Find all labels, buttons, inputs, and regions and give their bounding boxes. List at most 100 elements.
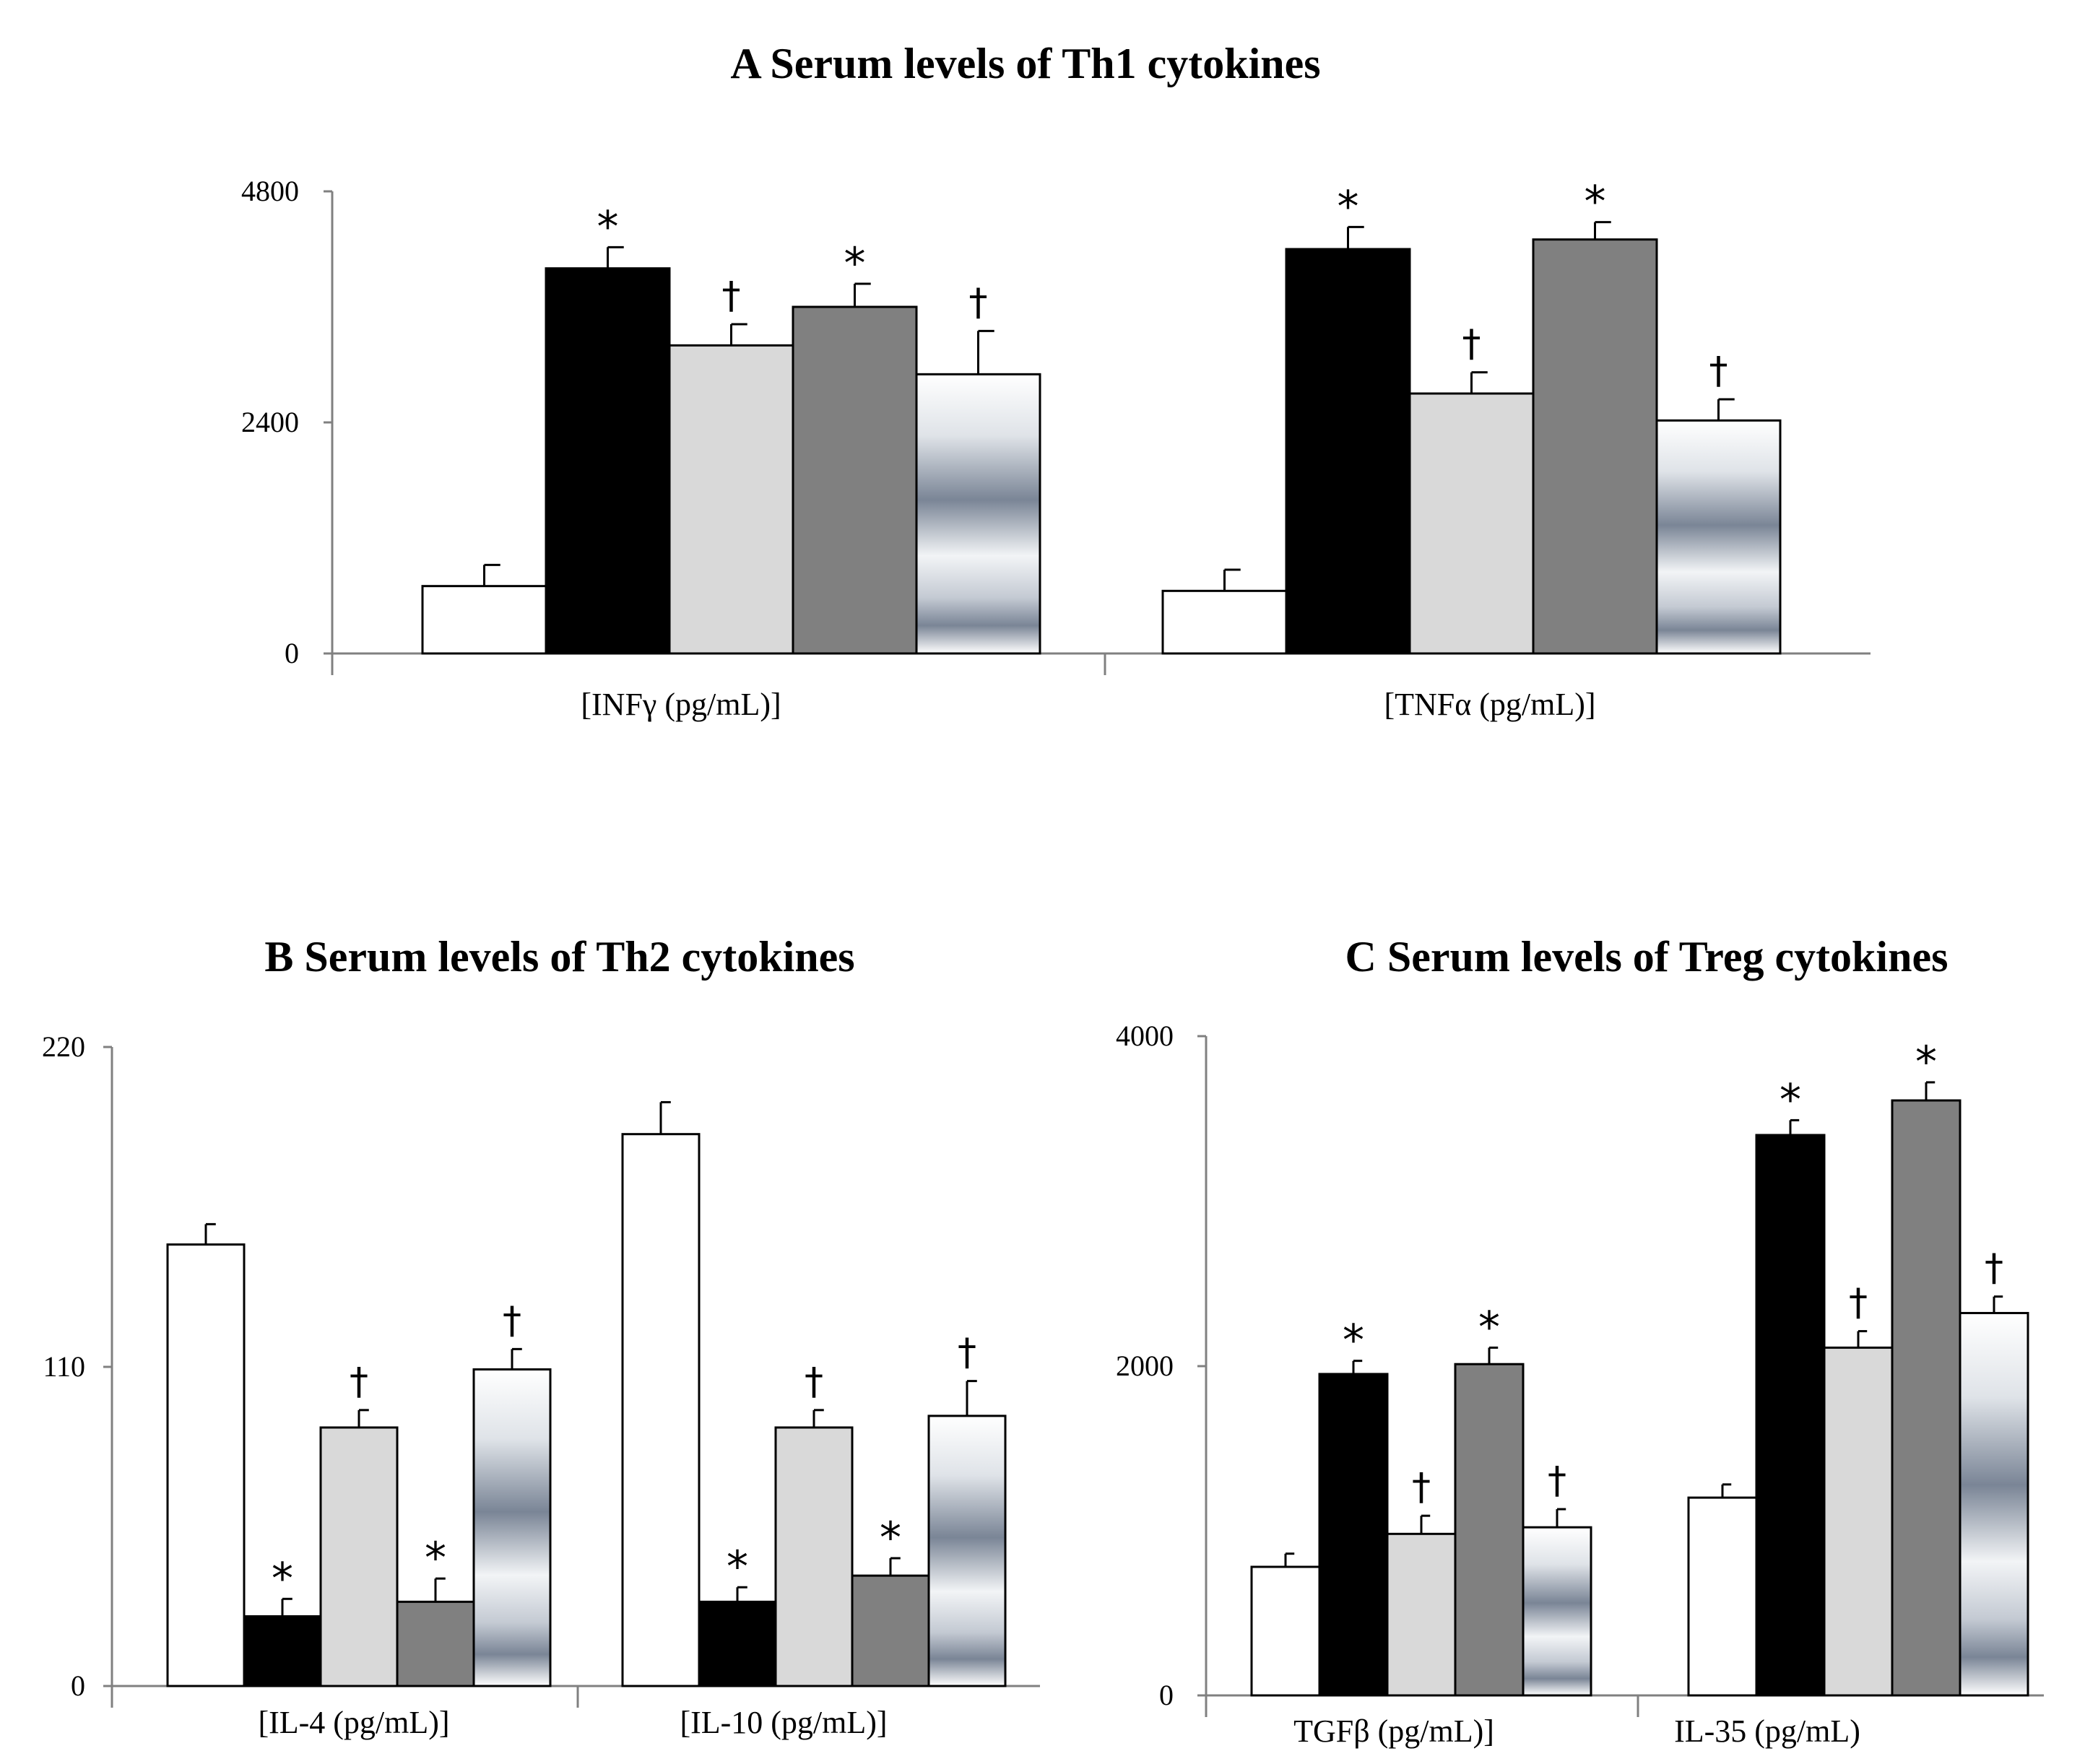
panel-c-group-1-cat-0-error-bar: [1284, 1552, 1295, 1567]
panel-a-group-3-cat-0-significance-marker: †: [722, 274, 741, 318]
panel-c-group-4-cat-1-bar: [1891, 1099, 1962, 1697]
panel-b-group-2-cat-1-bar: [698, 1600, 777, 1687]
panel-a-group-4-cat-1-error-bar: [1594, 221, 1611, 240]
panel-c-group-4-cat-0-bar: [1454, 1363, 1525, 1697]
panel-c-group-2-cat-1-bar: [1755, 1134, 1826, 1697]
panel-b-chart: B Serum levels of Th2 cytokines 0 110 22…: [42, 933, 1040, 1740]
panel-b-group-2-cat-0-bar: [243, 1615, 322, 1687]
panel-a-group-4-cat-1-bar: [1532, 238, 1658, 655]
panel-a-group-4-cat-0-significance-marker: *: [844, 238, 866, 289]
panel-a-group-5-cat-0-error-bar: [977, 329, 994, 375]
panel-c-y-tick-label-1: 2000: [1116, 1350, 1174, 1382]
panel-a-group-3-cat-0-bar: [668, 344, 794, 655]
panel-c-y-tick-label-2: 4000: [1116, 1020, 1174, 1052]
panel-a-group-1-cat-1-bar: [1161, 589, 1288, 655]
panel-b-group-1-cat-1-bar: [621, 1133, 701, 1687]
panel-c-group-4-cat-1-significance-marker: *: [1915, 1037, 1937, 1087]
panel-b-group-3-cat-0-bar: [319, 1426, 399, 1687]
panel-c-group-5-cat-0-significance-marker: †: [1548, 1459, 1566, 1503]
panel-a-group-5-cat-1-error-bar: [1717, 398, 1735, 421]
panel-c-group-2-cat-1-error-bar: [1789, 1118, 1800, 1135]
panel-b-group-2-cat-0-error-bar: [281, 1597, 292, 1617]
panel-c-group-4-cat-1-error-bar: [1925, 1081, 1936, 1101]
panel-a-group-3-cat-1-error-bar: [1470, 371, 1488, 394]
panel-c-group-3-cat-0-bar: [1386, 1532, 1457, 1697]
panel-c-y-tick-label-0: 0: [1159, 1679, 1174, 1711]
panel-b-group-4-cat-1-significance-marker: *: [880, 1513, 901, 1563]
panel-a-category-label-0: [INFγ (pg/mL)]: [581, 687, 781, 722]
panel-a-group-2-cat-0-error-bar: [607, 246, 624, 269]
panel-b-group-2-cat-1-significance-marker: *: [727, 1542, 748, 1592]
panel-a-group-4-cat-0-error-bar: [854, 282, 871, 307]
panel-c-group-3-cat-0-significance-marker: †: [1412, 1466, 1431, 1509]
panel-b-y-tick-label-1: 110: [43, 1350, 85, 1383]
panel-b-y-ticks: 0 110 220: [42, 1030, 112, 1702]
panel-a-group-2-cat-1-error-bar: [1347, 225, 1364, 249]
panel-a-bars: * † * † * † * †: [421, 177, 1782, 655]
panel-b-title: B Serum levels of Th2 cytokines: [264, 933, 854, 981]
panel-b-y-tick-label-0: 0: [71, 1669, 85, 1702]
panel-b-group-5-cat-0-bar: [472, 1368, 552, 1687]
panel-c-group-3-cat-1-error-bar: [1857, 1330, 1868, 1348]
panel-a-category-label-1: [TNFα (pg/mL)]: [1384, 687, 1595, 722]
panel-b-group-3-cat-1-bar: [774, 1426, 854, 1687]
panel-b-group-4-cat-0-significance-marker: *: [425, 1533, 446, 1583]
panel-b-group-2-cat-1-error-bar: [736, 1586, 747, 1602]
panel-a-group-2-cat-1-significance-marker: *: [1338, 181, 1359, 232]
panel-b-group-5-cat-0-error-bar: [511, 1347, 522, 1370]
panel-a-group-5-cat-0-bar: [915, 373, 1041, 655]
panel-b-category-label-1: [IL-10 (pg/mL)]: [680, 1705, 887, 1740]
panel-c-category-label-0: TGFβ (pg/mL)]: [1293, 1713, 1494, 1749]
panel-b-group-1-cat-1-error-bar: [659, 1100, 671, 1134]
panel-a-group-3-cat-1-bar: [1408, 392, 1535, 655]
panel-c-y-ticks: 0 2000 4000: [1116, 1020, 1206, 1711]
panel-a-group-1-cat-0-error-bar: [483, 563, 500, 586]
panel-c-bars: * † * † * † * †: [1250, 1037, 2029, 1697]
panel-b-y-tick-label-2: 220: [42, 1030, 85, 1063]
panel-b-group-5-cat-1-significance-marker: †: [958, 1331, 976, 1375]
panel-a-group-3-cat-1-significance-marker: †: [1462, 323, 1481, 366]
panel-b-group-3-cat-0-significance-marker: †: [350, 1360, 368, 1404]
panel-c-group-2-cat-0-bar: [1318, 1373, 1389, 1697]
panel-b-group-4-cat-0-bar: [396, 1600, 475, 1687]
panel-c-group-5-cat-0-error-bar: [1556, 1508, 1566, 1528]
panel-a-group-3-cat-0-error-bar: [730, 323, 747, 346]
panel-a-title: A Serum levels of Th1 cytokines: [730, 40, 1320, 87]
panel-a-group-4-cat-0-bar: [792, 305, 918, 655]
panel-c-group-2-cat-0-error-bar: [1352, 1360, 1363, 1374]
panel-b-category-label-0: [IL-4 (pg/mL)]: [258, 1705, 449, 1740]
panel-b-bars: * † * † * † * †: [166, 1100, 1007, 1687]
panel-b-group-3-cat-1-significance-marker: †: [805, 1360, 823, 1404]
panel-b-group-5-cat-1-error-bar: [966, 1380, 977, 1416]
panel-b-group-3-cat-0-error-bar: [357, 1409, 369, 1428]
panel-b-group-3-cat-1-error-bar: [812, 1409, 824, 1428]
panel-b-group-1-cat-0-bar: [166, 1243, 246, 1687]
panel-b-group-5-cat-0-significance-marker: †: [503, 1299, 521, 1342]
panel-a-y-ticks: 0 2400 4800: [241, 175, 332, 669]
panel-a-group-2-cat-1-bar: [1285, 248, 1411, 655]
panel-c-group-5-cat-0-bar: [1522, 1526, 1592, 1697]
panel-c-group-5-cat-1-error-bar: [1993, 1295, 2003, 1313]
panel-a-group-2-cat-0-significance-marker: *: [597, 201, 619, 252]
panel-a-chart: A Serum levels of Th1 cytokines 0 2400 4…: [241, 40, 1871, 722]
panel-a-y-tick-label-0: 0: [285, 637, 299, 669]
panel-c-group-1-cat-0-bar: [1250, 1565, 1321, 1697]
panel-c-group-5-cat-1-significance-marker: †: [1985, 1247, 2003, 1290]
panel-a-group-5-cat-1-bar: [1655, 419, 1782, 655]
panel-c-group-1-cat-1-error-bar: [1721, 1483, 1732, 1498]
panel-c-category-label-1: IL-35 (pg/mL): [1674, 1713, 1860, 1749]
panel-c-title: C Serum levels of Treg cytokines: [1345, 933, 1949, 981]
panel-b-group-4-cat-1-bar: [851, 1574, 930, 1687]
panel-a-group-5-cat-0-significance-marker: †: [969, 281, 988, 324]
panel-b-group-4-cat-1-error-bar: [889, 1557, 901, 1576]
panel-c-group-2-cat-1-significance-marker: *: [1780, 1074, 1801, 1125]
panel-c-group-3-cat-1-bar: [1823, 1346, 1894, 1697]
panel-b-group-4-cat-0-error-bar: [434, 1577, 446, 1602]
panel-c-group-5-cat-1-bar: [1959, 1311, 2029, 1697]
panel-a-y-tick-label-2: 4800: [241, 175, 299, 207]
panel-c-group-1-cat-1-bar: [1687, 1496, 1758, 1697]
panel-a-group-1-cat-0-bar: [421, 585, 547, 655]
panel-a-group-2-cat-0-bar: [545, 267, 671, 655]
panel-c-group-2-cat-0-significance-marker: *: [1343, 1316, 1364, 1366]
